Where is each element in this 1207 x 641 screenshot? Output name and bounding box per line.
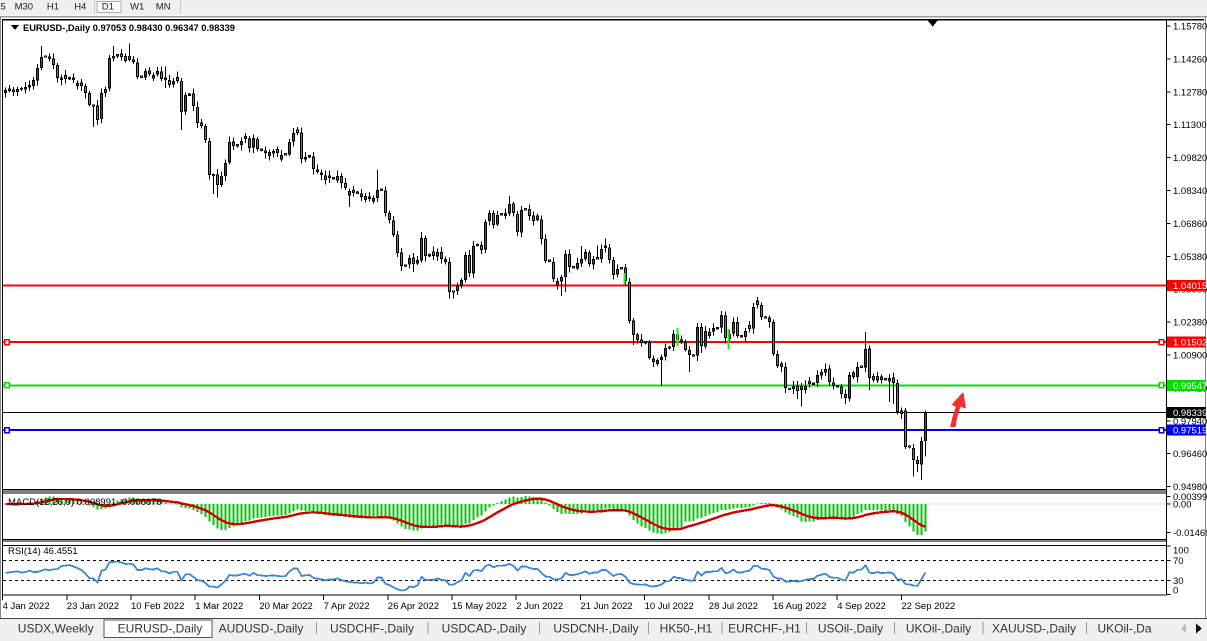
svg-text:UKOil-,Da: UKOil-,Da bbox=[1097, 622, 1151, 636]
svg-text:20 Mar 2022: 20 Mar 2022 bbox=[259, 601, 312, 612]
svg-text:0.00399: 0.00399 bbox=[1173, 492, 1207, 503]
svg-text:1.05380: 1.05380 bbox=[1173, 252, 1207, 263]
svg-text:EURUSD-,Daily 0.97053 0.98430: EURUSD-,Daily 0.97053 0.98430 0.96347 0.… bbox=[23, 23, 235, 33]
svg-text:4 Sep 2022: 4 Sep 2022 bbox=[837, 601, 886, 612]
svg-text:AUDUSD-,Daily: AUDUSD-,Daily bbox=[219, 622, 304, 636]
svg-text:4 Jan 2022: 4 Jan 2022 bbox=[3, 601, 50, 612]
svg-text:USDCNH-,Daily: USDCNH-,Daily bbox=[553, 622, 638, 636]
svg-text:MACD(12,26,9) 0.008991 -0.0066: MACD(12,26,9) 0.008991 -0.006678 bbox=[8, 497, 162, 508]
svg-text:15 May 2022: 15 May 2022 bbox=[452, 601, 507, 612]
svg-text:28 Jul 2022: 28 Jul 2022 bbox=[709, 601, 758, 612]
svg-text:10 Jul 2022: 10 Jul 2022 bbox=[645, 601, 694, 612]
svg-text:1.02380: 1.02380 bbox=[1173, 318, 1207, 329]
svg-text:0: 0 bbox=[1173, 586, 1178, 597]
svg-text:USDCAD-,Daily: USDCAD-,Daily bbox=[442, 622, 527, 636]
svg-text:XAUUSD-,Daily: XAUUSD-,Daily bbox=[992, 622, 1076, 636]
svg-text:10 Feb 2022: 10 Feb 2022 bbox=[131, 601, 184, 612]
svg-text:-0.01469: -0.01469 bbox=[1173, 528, 1207, 539]
svg-text:EURCHF-,H1: EURCHF-,H1 bbox=[728, 622, 801, 636]
svg-text:0.97940: 0.97940 bbox=[1173, 416, 1207, 427]
svg-text:1.00900: 1.00900 bbox=[1173, 351, 1207, 362]
svg-text:MN: MN bbox=[156, 2, 171, 13]
svg-text:70: 70 bbox=[1173, 556, 1184, 567]
svg-text:1.08340: 1.08340 bbox=[1173, 186, 1207, 197]
svg-text:1.04015: 1.04015 bbox=[1173, 281, 1207, 292]
svg-text:1.15780: 1.15780 bbox=[1173, 22, 1207, 33]
svg-text:W1: W1 bbox=[130, 2, 144, 13]
svg-text:0.97519: 0.97519 bbox=[1173, 426, 1207, 437]
svg-text:USOil-,Daily: USOil-,Daily bbox=[818, 622, 883, 636]
svg-text:0.99547: 0.99547 bbox=[1173, 381, 1207, 392]
svg-text:21 Jun 2022: 21 Jun 2022 bbox=[580, 601, 632, 612]
svg-text:5: 5 bbox=[1, 2, 6, 13]
svg-text:0.96460: 0.96460 bbox=[1173, 449, 1207, 460]
svg-text:0.98339: 0.98339 bbox=[1173, 408, 1207, 419]
svg-text:D1: D1 bbox=[102, 2, 114, 13]
svg-text:1.01502: 1.01502 bbox=[1173, 338, 1207, 349]
svg-text:1 Mar 2022: 1 Mar 2022 bbox=[195, 601, 243, 612]
svg-text:16 Aug 2022: 16 Aug 2022 bbox=[773, 601, 826, 612]
svg-text:EURUSD-,Daily: EURUSD-,Daily bbox=[118, 622, 203, 636]
svg-text:1.11300: 1.11300 bbox=[1173, 120, 1207, 131]
svg-text:1.09820: 1.09820 bbox=[1173, 153, 1207, 164]
svg-text:UKOil-,Daily: UKOil-,Daily bbox=[906, 622, 971, 636]
svg-text:USDCHF-,Daily: USDCHF-,Daily bbox=[330, 622, 414, 636]
svg-text:0.94980: 0.94980 bbox=[1173, 482, 1207, 493]
svg-text:1.06860: 1.06860 bbox=[1173, 219, 1207, 230]
svg-text:1.12780: 1.12780 bbox=[1173, 87, 1207, 98]
svg-text:23 Jan 2022: 23 Jan 2022 bbox=[67, 601, 119, 612]
svg-text:M30: M30 bbox=[15, 2, 33, 13]
svg-text:H4: H4 bbox=[74, 2, 86, 13]
svg-text:2 Jun 2022: 2 Jun 2022 bbox=[516, 601, 563, 612]
svg-text:1.14260: 1.14260 bbox=[1173, 54, 1207, 65]
svg-text:HK50-,H1: HK50-,H1 bbox=[660, 622, 713, 636]
svg-text:USDX,Weekly: USDX,Weekly bbox=[18, 622, 94, 636]
svg-text:RSI(14) 46.4551: RSI(14) 46.4551 bbox=[8, 546, 78, 557]
svg-text:26 Apr 2022: 26 Apr 2022 bbox=[388, 601, 439, 612]
svg-text:30: 30 bbox=[1173, 576, 1184, 587]
svg-text:100: 100 bbox=[1173, 546, 1189, 557]
svg-text:22 Sep 2022: 22 Sep 2022 bbox=[901, 601, 955, 612]
svg-text:0.00: 0.00 bbox=[1173, 499, 1192, 510]
svg-text:H1: H1 bbox=[47, 2, 59, 13]
svg-text:7 Apr 2022: 7 Apr 2022 bbox=[324, 601, 370, 612]
